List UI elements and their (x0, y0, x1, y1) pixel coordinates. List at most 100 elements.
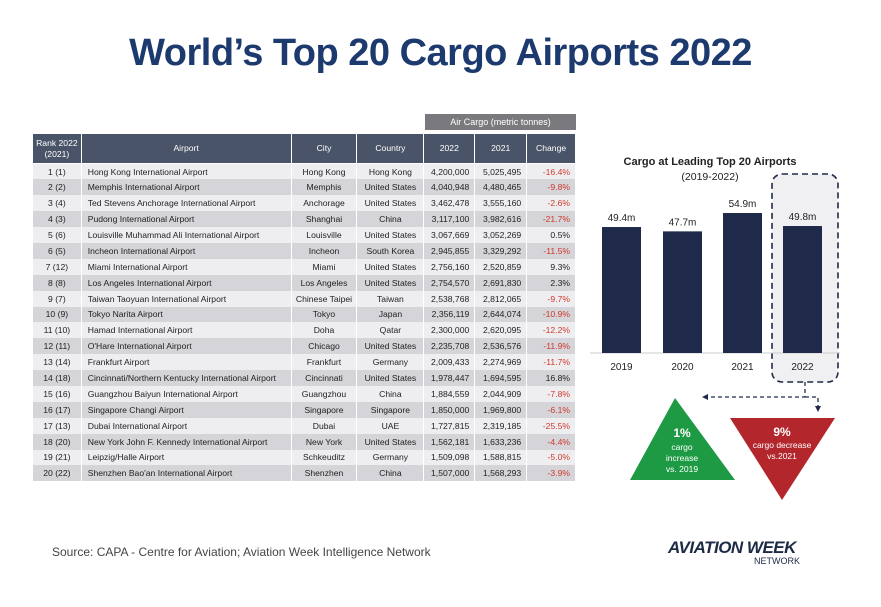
city-cell: Schkeuditz (290, 449, 358, 466)
airport-cell: Hong Kong International Airport (80, 163, 292, 180)
column-header: Country (356, 133, 425, 164)
country-cell: United States (356, 338, 425, 355)
bar-value-label: 47.7m (669, 217, 697, 228)
rank-cell: 14 (18) (32, 370, 82, 386)
cargo-2021-cell: 2,812,065 (474, 290, 528, 307)
table-row: 1 (1) Hong Kong International Airport Hong… (32, 163, 576, 180)
change-cell: -16.4% (526, 163, 576, 180)
city-cell: Dubai (290, 417, 358, 434)
rank-cell: 4 (3) (32, 211, 82, 228)
rank-cell: 16 (17) (32, 401, 82, 418)
logo-sub: NETWORK (754, 556, 800, 566)
cargo-2022-cell: 1,507,000 (423, 465, 476, 482)
decrease-triangle (730, 418, 835, 500)
country-cell: United States (356, 433, 425, 450)
cargo-2022-cell: 2,356,119 (423, 306, 476, 323)
page-title: World’s Top 20 Cargo Airports 2022 (129, 32, 752, 74)
cargo-2022-cell: 2,235,708 (423, 338, 476, 355)
country-cell: South Korea (356, 242, 425, 259)
table-row: 11 (10) Hamad International Airport Doha Qa… (32, 322, 576, 339)
city-cell: Miami (290, 258, 358, 275)
table-row: 6 (5) Incheon International Airport Incheo… (32, 242, 576, 259)
country-cell: Taiwan (356, 290, 425, 307)
rank-cell: 15 (16) (32, 385, 82, 402)
city-cell: Memphis (290, 179, 358, 196)
column-header: Change (526, 133, 576, 164)
x-tick-label: 2022 (791, 362, 814, 373)
column-header: 2022 (423, 133, 476, 164)
arrow-connector (702, 382, 819, 410)
change-cell: -5.0% (526, 449, 576, 466)
city-cell: Guangzhou (290, 385, 358, 402)
airport-cell: Frankfurt Airport (80, 354, 292, 371)
table-row: 16 (17) Singapore Changi Airport Singapore… (32, 401, 576, 418)
change-cell: -4.4% (526, 433, 576, 450)
cargo-2022-cell: 2,756,160 (423, 258, 476, 275)
cargo-2022-cell: 2,754,570 (423, 274, 476, 291)
cargo-2021-cell: 2,536,576 (474, 338, 528, 355)
airport-cell: Guangzhou Baiyun International Airport (80, 385, 292, 402)
bar-2021 (723, 213, 762, 353)
city-cell: Shanghai (290, 211, 358, 228)
country-cell: China (356, 211, 425, 228)
cargo-2022-cell: 1,850,000 (423, 401, 476, 418)
cargo-2021-cell: 2,691,830 (474, 274, 528, 291)
rank-cell: 1 (1) (32, 163, 82, 180)
bar-value-label: 49.8m (789, 212, 817, 223)
cargo-2021-cell: 1,969,800 (474, 401, 528, 418)
decrease-text: cargo decrease (753, 440, 812, 450)
table-row: 18 (20) New York John F. Kennedy Internat… (32, 433, 576, 450)
cargo-2022-cell: 4,200,000 (423, 163, 476, 180)
source-note: Source: CAPA - Centre for Aviation; Avia… (52, 545, 431, 559)
cargo-2022-cell: 1,509,098 (423, 449, 476, 466)
change-cell: -11.7% (526, 354, 576, 371)
table-row: 7 (12) Miami International Airport Miami Un… (32, 258, 576, 275)
increase-percent: 1% (673, 426, 691, 440)
rank-cell: 10 (9) (32, 306, 82, 323)
cargo-2021-cell: 1,588,815 (474, 449, 528, 466)
country-cell: United States (356, 179, 425, 196)
change-cell: 16.8% (526, 370, 576, 386)
rank-cell: 2 (2) (32, 179, 82, 196)
cargo-2021-cell: 1,694,595 (474, 370, 528, 386)
cargo-2022-cell: 3,067,669 (423, 227, 476, 243)
country-cell: Qatar (356, 322, 425, 339)
cargo-2021-cell: 5,025,495 (474, 163, 528, 180)
increase-text: increase (666, 453, 698, 463)
airport-cell: Cincinnati/Northern Kentucky Internation… (80, 370, 292, 386)
decrease-text: vs.2021 (767, 451, 797, 461)
aviation-week-logo: AVIATION WEEK NETWORK (668, 538, 828, 566)
country-cell: United States (356, 227, 425, 243)
change-cell: -21.7% (526, 211, 576, 228)
table-row: 17 (13) Dubai International Airport Dubai U… (32, 417, 576, 434)
arrow-down-icon (815, 406, 821, 412)
cargo-2022-cell: 2,300,000 (423, 322, 476, 339)
change-cell: -9.8% (526, 179, 576, 196)
country-cell: United States (356, 274, 425, 291)
change-cell: -9.7% (526, 290, 576, 307)
cargo-2021-cell: 1,568,293 (474, 465, 528, 482)
rank-cell: 11 (10) (32, 322, 82, 339)
x-tick-label: 2020 (671, 362, 694, 373)
table-row: 9 (7) Taiwan Taoyuan International Airpor… (32, 290, 576, 307)
rank-cell: 8 (8) (32, 274, 82, 291)
city-cell: Hong Kong (290, 163, 358, 180)
airport-cell: Hamad International Airport (80, 322, 292, 339)
cargo-2022-cell: 1,562,181 (423, 433, 476, 450)
rank-cell: 19 (21) (32, 449, 82, 466)
column-header: City (290, 133, 358, 164)
table-row: 2 (2) Memphis International Airport Memphi… (32, 179, 576, 196)
city-cell: Incheon (290, 242, 358, 259)
country-cell: United States (356, 195, 425, 212)
table-row: 5 (6) Louisville Muhammad Ali Internation… (32, 227, 576, 243)
change-cell: -7.8% (526, 385, 576, 402)
column-header: Rank 2022 (2021) (32, 133, 82, 164)
cargo-2021-cell: 2,620,095 (474, 322, 528, 339)
increase-triangle (630, 398, 735, 480)
country-cell: China (356, 465, 425, 482)
decrease-percent: 9% (773, 425, 791, 439)
cargo-2021-cell: 3,982,616 (474, 211, 528, 228)
table-row: 4 (3) Pudong International Airport Shangha… (32, 211, 576, 228)
column-header: 2021 (474, 133, 528, 164)
city-cell: Tokyo (290, 306, 358, 323)
